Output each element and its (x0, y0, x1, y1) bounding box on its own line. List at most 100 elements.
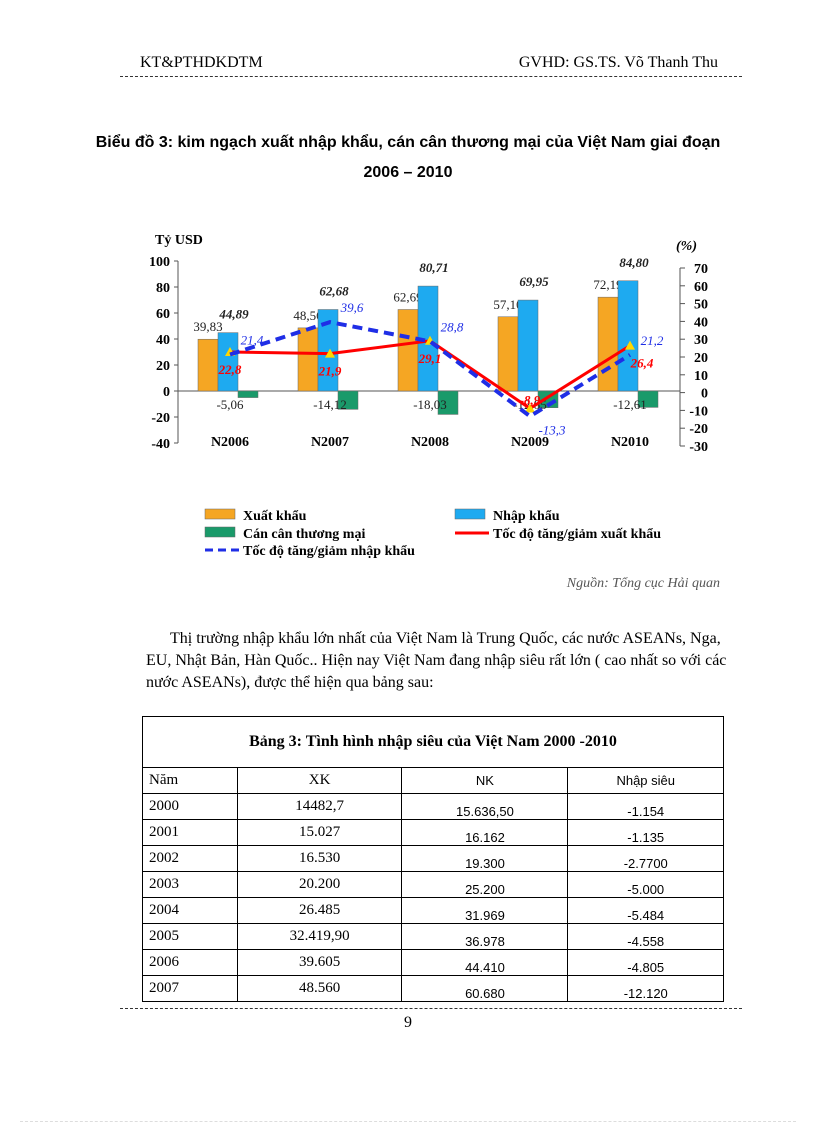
table-header-row: Năm XK NK Nhập siêu (142, 767, 724, 794)
table-cell: 2005 (142, 923, 238, 950)
table-title-row: Bảng 3: Tình hình nhập siêu của Việt Nam… (142, 716, 724, 768)
line-marker (325, 348, 335, 358)
y2-tick-label: 50 (694, 298, 708, 313)
line-marker (525, 403, 535, 413)
table-cell: 2001 (142, 819, 238, 846)
bar (517, 299, 539, 392)
table-cell: 15.636,50 (401, 793, 569, 820)
table-cell: 44.410 (401, 949, 569, 976)
y2-tick-label: 60 (694, 280, 708, 295)
table-cell: 2007 (142, 975, 238, 1002)
legend-label: Cán cân thương mại (243, 527, 365, 542)
table-header-cell: NK (401, 767, 569, 794)
bar-value-label: 48,56 (293, 308, 323, 323)
legend-swatch (204, 526, 236, 538)
line-value-label: 28,8 (441, 319, 464, 334)
bar (237, 390, 259, 398)
y-tick-label: 20 (156, 359, 170, 374)
line-value-label: 21,2 (641, 333, 664, 348)
bar-value-label: 39,83 (193, 319, 222, 334)
table-cell: 2006 (142, 949, 238, 976)
bar (217, 332, 239, 392)
bar (337, 390, 359, 410)
y-tick-label: -20 (151, 411, 170, 426)
table-cell: 19.300 (401, 845, 569, 872)
bar-value-label: 80,71 (419, 260, 448, 275)
line-value-label: 21,9 (318, 364, 342, 379)
x-tick-label: N2006 (211, 435, 249, 450)
bar-value-label: -14,12 (313, 397, 347, 412)
table-row: 2002 16.530 19.300 -2.7700 (142, 845, 724, 872)
chart: Tỷ USD (%) Nguồn: Tổng cục Hải quan 1008… (149, 233, 720, 591)
table-row: 2000 14482,7 15.636,50 -1.154 (142, 793, 724, 820)
bar (637, 390, 659, 408)
table-cell: 2000 (142, 793, 238, 820)
table-cell: 60.680 (401, 975, 569, 1002)
table-row: 2007 48.560 60.680 -12.120 (142, 975, 724, 1002)
table-cell: -5.000 (567, 871, 724, 898)
bar-value-label: 72,19 (593, 277, 622, 292)
legend-label: Tốc độ tăng/giảm nhập khẩu (243, 544, 415, 559)
bar-value-label: -18,03 (413, 397, 447, 412)
header-right: GVHD: GS.TS. Võ Thanh Thu (518, 54, 718, 71)
table-cell: 14482,7 (236, 793, 403, 820)
line-value-label: -13,3 (538, 422, 566, 437)
bar-value-label: -5,06 (216, 397, 244, 412)
table-cell: -12.120 (567, 975, 724, 1002)
paragraph: Thị trường nhập khẩu lớn nhất của Việt N… (146, 630, 727, 691)
y2-axis-title: (%) (676, 239, 697, 254)
page-edge (20, 1121, 796, 1122)
y2-tick-label: 40 (694, 315, 708, 330)
legend-label: Tốc độ tăng/giảm xuất khẩu (493, 527, 661, 542)
table-cell: -1.135 (567, 819, 724, 846)
table-header-cell: Nhập siêu (567, 767, 724, 794)
table-cell: 15.027 (236, 819, 403, 846)
bar (197, 338, 219, 392)
table-cell: -1.154 (567, 793, 724, 820)
table-cell: 16.162 (401, 819, 569, 846)
bar-value-label: 62,68 (319, 284, 349, 299)
line (229, 320, 632, 419)
table-cell: -4.805 (567, 949, 724, 976)
bar (297, 327, 319, 392)
table-header-cell: XK (236, 767, 403, 794)
table-cell: 25.200 (401, 871, 569, 898)
table-cell: 20.200 (236, 871, 403, 898)
bar (437, 390, 459, 415)
table-cell: 2003 (142, 871, 238, 898)
source: Nguồn: Tổng cục Hải quan (566, 576, 720, 591)
y-tick-label: 40 (156, 333, 170, 348)
x-tick-label: N2008 (411, 435, 449, 450)
table-cell: 2002 (142, 845, 238, 872)
bar (497, 316, 519, 392)
line-value-label: 21,4 (241, 333, 264, 348)
bar (397, 309, 419, 392)
y2-tick-label: -20 (689, 422, 708, 437)
table-row: 2005 32.419,90 36.978 -4.558 (142, 923, 724, 950)
legend-swatch (204, 508, 236, 520)
footer-rule (120, 1008, 742, 1009)
legend-label: Xuất khẩu (243, 509, 307, 524)
legend-label: Nhập khẩu (493, 509, 560, 524)
header-rule (120, 76, 742, 77)
y2-tick-label: 20 (694, 351, 708, 366)
y-tick-label: 100 (149, 255, 170, 270)
table-header-cell: Năm (142, 767, 238, 794)
data-table: Bảng 3: Tình hình nhập siêu của Việt Nam… (142, 716, 724, 1002)
bar-value-label: 69,95 (519, 274, 549, 289)
table-cell: -5.484 (567, 897, 724, 924)
line-value-label: 26,4 (630, 356, 654, 371)
table-title: Bảng 3: Tình hình nhập siêu của Việt Nam… (142, 716, 724, 768)
table-row: 2004 26.485 31.969 -5.484 (142, 897, 724, 924)
bar (617, 280, 639, 392)
table-row: 2001 15.027 16.162 -1.135 (142, 819, 724, 846)
line-marker (625, 340, 635, 350)
table-cell: 26.485 (236, 897, 403, 924)
y-tick-label: 80 (156, 281, 170, 296)
y-tick-label: -40 (151, 437, 170, 452)
x-tick-label: N2009 (511, 435, 549, 450)
table-cell: 39.605 (236, 949, 403, 976)
bar (317, 309, 339, 392)
table-cell: -2.7700 (567, 845, 724, 872)
